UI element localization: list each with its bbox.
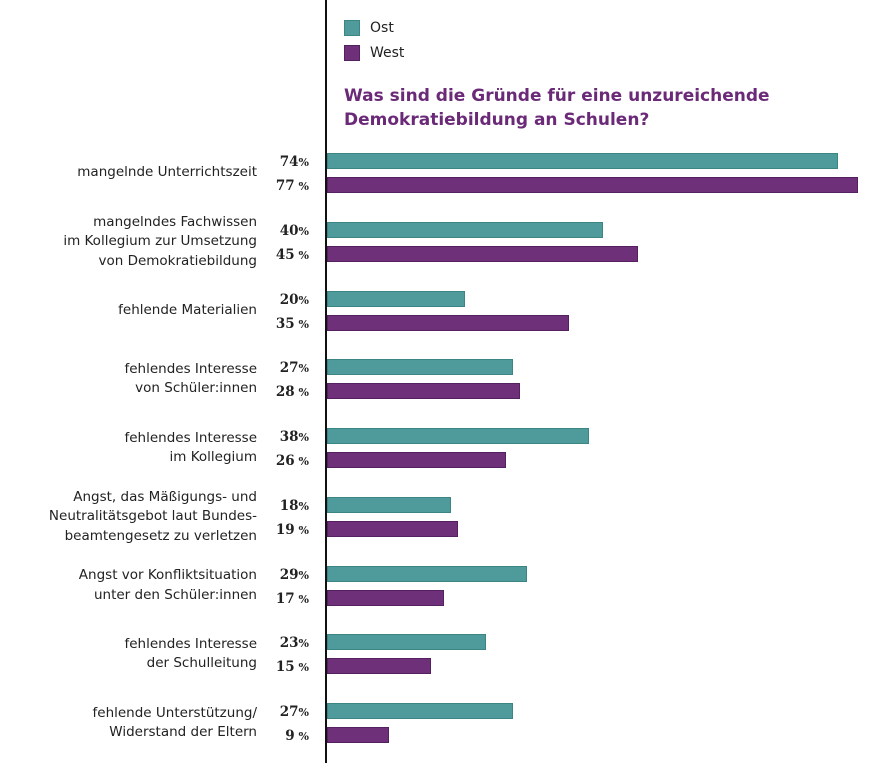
category-label: fehlendes Interesse im Kollegium	[0, 429, 258, 468]
data-label-west: 77 %	[275, 178, 309, 194]
bar-ost	[327, 153, 838, 169]
bar-west	[327, 520, 459, 537]
y-axis-line	[325, 0, 327, 763]
data-label-ost: 74%	[279, 154, 309, 170]
data-label-west: 17 %	[275, 590, 309, 607]
category-label: fehlende Unterstützung/Widerstand der El…	[0, 704, 257, 743]
bar-ost	[327, 496, 452, 513]
data-label-ost: 23%	[279, 635, 309, 652]
bar-west	[327, 314, 569, 331]
category-label: Angst vor Konfliktsituation unter den Sch…	[0, 566, 257, 605]
data-label-west: 28 %	[275, 384, 309, 401]
legend-swatch-west	[344, 45, 360, 61]
category-label-line: von Demokratiebildung	[98, 252, 257, 269]
data-label-west: 9 %	[285, 728, 309, 744]
data-label-ost: 20%	[279, 291, 309, 308]
legend-item-west: West	[344, 44, 404, 62]
data-label-west: 26 %	[275, 453, 309, 469]
bar-ost	[327, 634, 486, 651]
bar-west	[327, 245, 638, 262]
category-label-line: mangelndes Fachwissen	[93, 213, 257, 230]
bar-west	[327, 658, 431, 675]
data-label-ost: 29%	[279, 566, 309, 583]
category-label-line: Angst, das Mäßigungs- und	[73, 488, 257, 505]
bar-west	[327, 383, 521, 400]
category-label-line: unter den Schüler:innen	[93, 586, 257, 603]
legend-label-west: West	[370, 45, 405, 61]
category-label-line: fehlende Unterstützung/	[92, 704, 257, 721]
category-label-line: Angst vor Konfliktsituation	[78, 567, 257, 583]
category-label: mangelnde Unterrichtszeit	[0, 163, 257, 183]
category-label-line: fehlendes Interesse	[124, 429, 258, 446]
bar-ost	[327, 428, 590, 444]
category-label-line: beamtengesetz zu verletzen	[64, 527, 257, 544]
chart-title: Was sind die Gründe für eine unzureichen…	[344, 84, 864, 132]
category-label-line: von Schüler:innen	[135, 380, 257, 397]
legend-label-ost: Ost	[370, 20, 394, 36]
chart-title-line: Was sind die Gründe für eine unzureichen…	[344, 86, 770, 106]
category-label-line: fehlendes Interesse	[124, 635, 258, 652]
data-label-west: 35 %	[275, 315, 309, 332]
category-label-line: mangelnde Unterrichtszeit	[77, 164, 257, 181]
bar-west	[327, 177, 859, 193]
data-label-ost: 27%	[279, 360, 309, 377]
data-label-ost: 38%	[279, 429, 309, 445]
category-label-line: Neutralitätsgebot laut Bundes-	[48, 508, 257, 524]
legend-item-ost: Ost	[344, 19, 394, 37]
bar-ost	[327, 565, 528, 582]
category-label-line: Widerstand der Eltern	[109, 724, 257, 740]
bar-west	[327, 452, 507, 468]
bar-west	[327, 727, 390, 743]
data-label-ost: 40%	[279, 222, 309, 239]
category-label: Angst, das Mäßigungs- und Neutralitätsgeb…	[0, 488, 257, 547]
category-label-line: im Kollegium zur Umsetzung	[63, 233, 257, 249]
chart-title-line: Demokratiebildung an Schulen?	[344, 110, 650, 130]
data-label-ost: 18%	[279, 497, 309, 514]
bar-ost	[327, 290, 465, 307]
data-label-west: 45 %	[275, 246, 309, 263]
category-label: mangelndes Fachwissen im Kollegium zur Um…	[0, 213, 257, 272]
data-label-west: 19 %	[275, 521, 309, 538]
bar-ost	[327, 221, 603, 238]
legend-swatch-ost	[344, 20, 360, 36]
bar-ost	[327, 703, 514, 719]
category-label: fehlendes Interesse der Schulleitung	[0, 635, 258, 674]
bar-ost	[327, 359, 514, 376]
data-label-ost: 27%	[279, 704, 309, 720]
category-label: fehlendes Interesse von Schüler:innen	[0, 360, 258, 399]
category-label-line: fehlendes Interesse	[124, 360, 258, 377]
category-label-line: der Schulleitung	[146, 655, 257, 672]
category-label: fehlende Materialien	[0, 301, 257, 321]
bar-west	[327, 589, 445, 606]
category-label-line: fehlende Materialien	[118, 301, 257, 318]
category-label-line: im Kollegium	[169, 449, 257, 465]
data-label-west: 15 %	[275, 659, 309, 676]
